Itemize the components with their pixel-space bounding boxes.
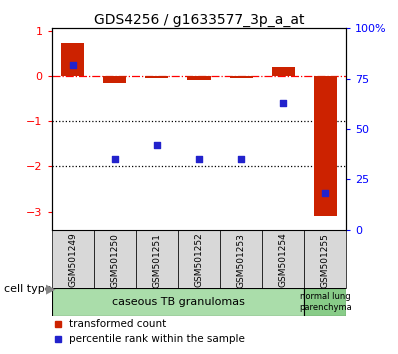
Bar <box>136 230 178 288</box>
Bar <box>145 76 168 78</box>
Text: GSM501251: GSM501251 <box>152 233 162 287</box>
Bar <box>304 230 346 288</box>
Text: cell type: cell type <box>4 284 52 293</box>
Point <box>196 156 202 162</box>
Point <box>238 156 244 162</box>
Text: caseous TB granulomas: caseous TB granulomas <box>111 297 244 307</box>
Bar <box>220 230 262 288</box>
Bar <box>94 230 136 288</box>
Text: GSM501249: GSM501249 <box>68 233 77 287</box>
Bar <box>103 76 127 82</box>
Title: GDS4256 / g1633577_3p_a_at: GDS4256 / g1633577_3p_a_at <box>94 13 304 27</box>
Point <box>322 191 328 196</box>
Bar <box>230 76 253 78</box>
Point <box>280 100 286 106</box>
Point <box>70 62 76 67</box>
Text: GSM501254: GSM501254 <box>279 233 288 287</box>
Text: GSM501250: GSM501250 <box>110 233 119 287</box>
Bar <box>187 76 211 80</box>
Text: normal lung
parenchyma: normal lung parenchyma <box>299 292 351 312</box>
Bar <box>61 43 84 76</box>
Point <box>154 142 160 148</box>
Bar <box>178 230 220 288</box>
Text: GSM501252: GSM501252 <box>195 233 203 287</box>
Bar <box>262 230 304 288</box>
Text: percentile rank within the sample: percentile rank within the sample <box>69 334 245 344</box>
Point <box>112 156 118 162</box>
Bar <box>52 288 304 316</box>
Text: GSM501255: GSM501255 <box>321 233 330 287</box>
Bar <box>314 76 337 216</box>
Bar <box>271 67 295 76</box>
Bar <box>304 288 346 316</box>
Text: ▶: ▶ <box>46 282 55 295</box>
Bar <box>52 230 94 288</box>
Text: GSM501253: GSM501253 <box>236 233 246 287</box>
Text: transformed count: transformed count <box>69 319 167 329</box>
